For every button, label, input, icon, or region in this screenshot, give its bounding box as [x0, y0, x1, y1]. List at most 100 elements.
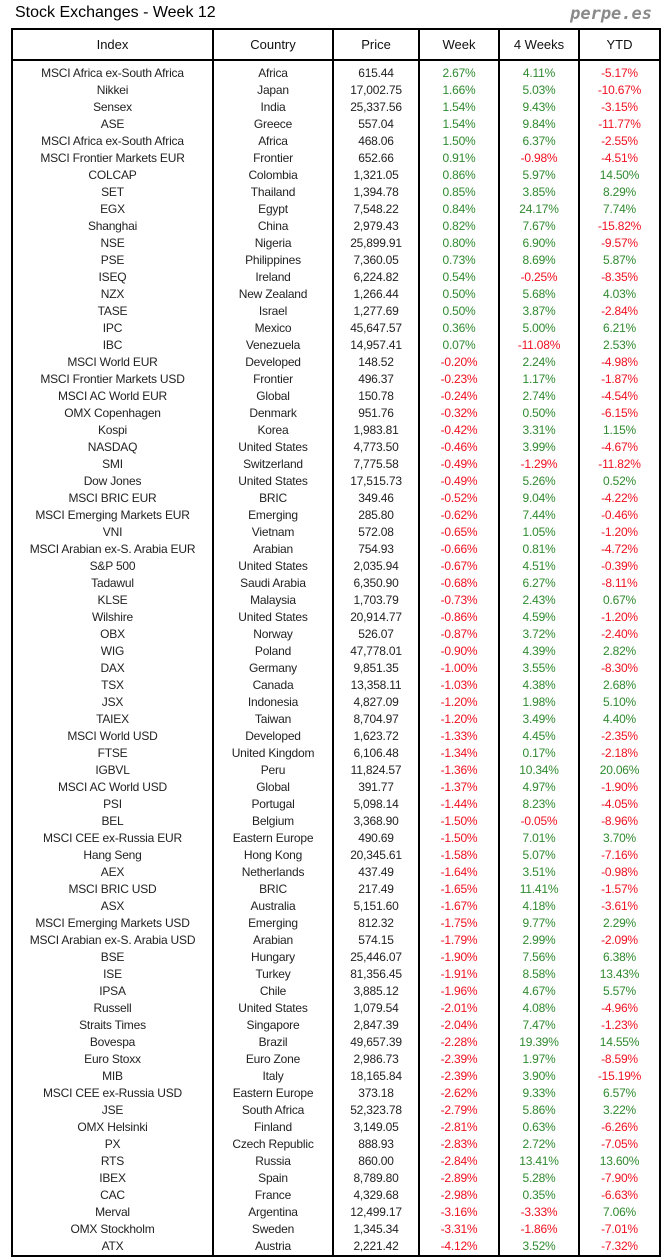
price-cell: 812.32 — [332, 915, 420, 932]
country-cell: United States — [212, 473, 334, 490]
index-cell: PSI — [11, 796, 214, 813]
stock-exchanges-table: Index Country Price Week 4 Weeks YTD MSC… — [11, 28, 661, 1257]
index-cell: IPC — [11, 320, 214, 337]
four-weeks-cell: -1.29% — [498, 456, 580, 473]
week-cell: -3.16% — [418, 1204, 500, 1221]
index-cell: Kospi — [11, 422, 214, 439]
week-cell: -1.34% — [418, 745, 500, 762]
country-cell: Sweden — [212, 1221, 334, 1238]
index-cell: Nikkei — [11, 82, 214, 99]
four-weeks-cell: 8.23% — [498, 796, 580, 813]
ytd-cell: -4.67% — [578, 439, 661, 456]
four-weeks-cell: 5.97% — [498, 167, 580, 184]
price-cell: 951.76 — [332, 405, 420, 422]
header-price: Price — [332, 28, 420, 61]
country-cell: Vietnam — [212, 524, 334, 541]
ytd-cell: -4.96% — [578, 1000, 661, 1017]
index-cell: ISE — [11, 966, 214, 983]
price-cell: 20,345.61 — [332, 847, 420, 864]
table-row: OMX Helsinki Finland 3,149.05 -2.81% 0.63% -6… — [11, 1119, 661, 1136]
country-cell: Hong Kong — [212, 847, 334, 864]
week-cell: -1.37% — [418, 779, 500, 796]
ytd-cell: -7.90% — [578, 1170, 661, 1187]
table-row: PSE Philippines 7,360.05 0.73% 8.69% 5.87% — [11, 252, 661, 269]
price-cell: 888.93 — [332, 1136, 420, 1153]
table-row: IGBVL Peru 11,824.57 -1.36% 10.34% 20.06% — [11, 762, 661, 779]
four-weeks-cell: 3.49% — [498, 711, 580, 728]
price-cell: 12,499.17 — [332, 1204, 420, 1221]
week-cell: -0.62% — [418, 507, 500, 524]
ytd-cell: -6.63% — [578, 1187, 661, 1204]
table-row: IPSA Chile 3,885.12 -1.96% 4.67% 5.57% — [11, 983, 661, 1000]
index-cell: S&P 500 — [11, 558, 214, 575]
ytd-cell: -7.01% — [578, 1221, 661, 1238]
week-cell: -1.67% — [418, 898, 500, 915]
price-cell: 615.44 — [332, 60, 420, 82]
header-week: Week — [418, 28, 500, 61]
table-row: OMX Stockholm Sweden 1,345.34 -3.31% -1.86% -… — [11, 1221, 661, 1238]
index-cell: MSCI AC World USD — [11, 779, 214, 796]
table-row: MSCI World EUR Developed 148.52 -0.20% 2.24%… — [11, 354, 661, 371]
price-cell: 2,979.43 — [332, 218, 420, 235]
index-cell: NZX — [11, 286, 214, 303]
index-cell: MSCI World USD — [11, 728, 214, 745]
week-cell: -2.79% — [418, 1102, 500, 1119]
ytd-cell: 4.03% — [578, 286, 661, 303]
week-cell: -0.23% — [418, 371, 500, 388]
table-row: ISE Turkey 81,356.45 -1.91% 8.58% 13.43% — [11, 966, 661, 983]
index-cell: Russell — [11, 1000, 214, 1017]
index-cell: MSCI Frontier Markets EUR — [11, 150, 214, 167]
country-cell: Norway — [212, 626, 334, 643]
header-ytd: YTD — [578, 28, 661, 61]
table-row: JSE South Africa 52,323.78 -2.79% 5.86% 3.22% — [11, 1102, 661, 1119]
week-cell: 0.82% — [418, 218, 500, 235]
index-cell: IBC — [11, 337, 214, 354]
index-cell: OMX Stockholm — [11, 1221, 214, 1238]
table-row: FTSE United Kingdom 6,106.48 -1.34% 0.17% -2.… — [11, 745, 661, 762]
country-cell: Austria — [212, 1238, 334, 1256]
index-cell: IPSA — [11, 983, 214, 1000]
index-cell: VNI — [11, 524, 214, 541]
week-cell: -0.42% — [418, 422, 500, 439]
price-cell: 25,337.56 — [332, 99, 420, 116]
ytd-cell: -4.54% — [578, 388, 661, 405]
four-weeks-cell: 0.17% — [498, 745, 580, 762]
week-cell: -0.87% — [418, 626, 500, 643]
price-cell: 572.08 — [332, 524, 420, 541]
price-cell: 17,002.75 — [332, 82, 420, 99]
week-cell: -0.20% — [418, 354, 500, 371]
week-cell: 0.80% — [418, 235, 500, 252]
price-cell: 754.93 — [332, 541, 420, 558]
four-weeks-cell: 5.86% — [498, 1102, 580, 1119]
index-cell: MSCI Africa ex-South Africa — [11, 133, 214, 150]
table-row: COLCAP Colombia 1,321.05 0.86% 5.97% 14.50% — [11, 167, 661, 184]
price-cell: 8,704.97 — [332, 711, 420, 728]
price-cell: 49,657.39 — [332, 1034, 420, 1051]
week-cell: -2.98% — [418, 1187, 500, 1204]
index-cell: BSE — [11, 949, 214, 966]
week-cell: -0.52% — [418, 490, 500, 507]
week-cell: -1.75% — [418, 915, 500, 932]
country-cell: Colombia — [212, 167, 334, 184]
four-weeks-cell: 4.45% — [498, 728, 580, 745]
index-cell: MSCI BRIC USD — [11, 881, 214, 898]
price-cell: 860.00 — [332, 1153, 420, 1170]
country-cell: Global — [212, 388, 334, 405]
price-cell: 7,775.58 — [332, 456, 420, 473]
four-weeks-cell: 2.74% — [498, 388, 580, 405]
four-weeks-cell: 7.44% — [498, 507, 580, 524]
four-weeks-cell: 3.52% — [498, 1238, 580, 1256]
four-weeks-cell: 3.99% — [498, 439, 580, 456]
four-weeks-cell: 6.37% — [498, 133, 580, 150]
week-cell: 0.54% — [418, 269, 500, 286]
country-cell: BRIC — [212, 881, 334, 898]
index-cell: IBEX — [11, 1170, 214, 1187]
table-row: Bovespa Brazil 49,657.39 -2.28% 19.39% 14.55% — [11, 1034, 661, 1051]
price-cell: 1,394.78 — [332, 184, 420, 201]
ytd-cell: 3.70% — [578, 830, 661, 847]
week-cell: 0.07% — [418, 337, 500, 354]
four-weeks-cell: 7.47% — [498, 1017, 580, 1034]
country-cell: Belgium — [212, 813, 334, 830]
four-weeks-cell: 0.63% — [498, 1119, 580, 1136]
price-cell: 7,360.05 — [332, 252, 420, 269]
